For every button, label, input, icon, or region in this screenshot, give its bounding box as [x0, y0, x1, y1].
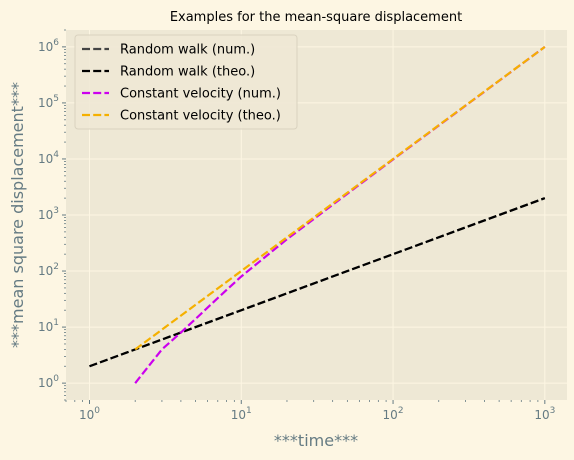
y-tick-label: 100 [38, 374, 59, 390]
y-tick-label: 105 [38, 94, 59, 110]
series-layer [89, 45, 546, 384]
x-tick-label: 100 [79, 406, 100, 422]
series-line-2 [89, 197, 546, 368]
legend-entry: Random walk (theo.) [120, 65, 255, 80]
x-tick-label: 102 [383, 406, 404, 422]
y-tick-label: 101 [38, 318, 59, 334]
y-tick-label: 104 [38, 150, 59, 166]
axes-layer: 100 101 102 103 100 101 102 103 104 105 106 [38, 29, 555, 422]
legend-entry: Constant velocity (theo.) [120, 109, 281, 124]
y-tick-label: 102 [38, 262, 59, 278]
y-axis-label: ***mean square displacement*** [8, 82, 27, 348]
series-line-4 [134, 45, 546, 351]
legend-entry: Constant velocity (num.) [120, 87, 281, 102]
y-tick-label: 103 [38, 206, 59, 222]
y-tick-label: 106 [38, 38, 59, 54]
chart-title: Examples for the mean-square displacemen… [170, 10, 462, 25]
legend-entry: Random walk (num.) [120, 43, 255, 58]
grid [66, 30, 567, 400]
x-tick-label: 103 [534, 406, 555, 422]
legend-frame [74, 34, 298, 130]
x-axis-label: ***time*** [274, 431, 358, 450]
legend: Random walk (num.) Random walk (theo.) Con… [74, 34, 298, 130]
x-tick-label: 101 [231, 406, 252, 422]
